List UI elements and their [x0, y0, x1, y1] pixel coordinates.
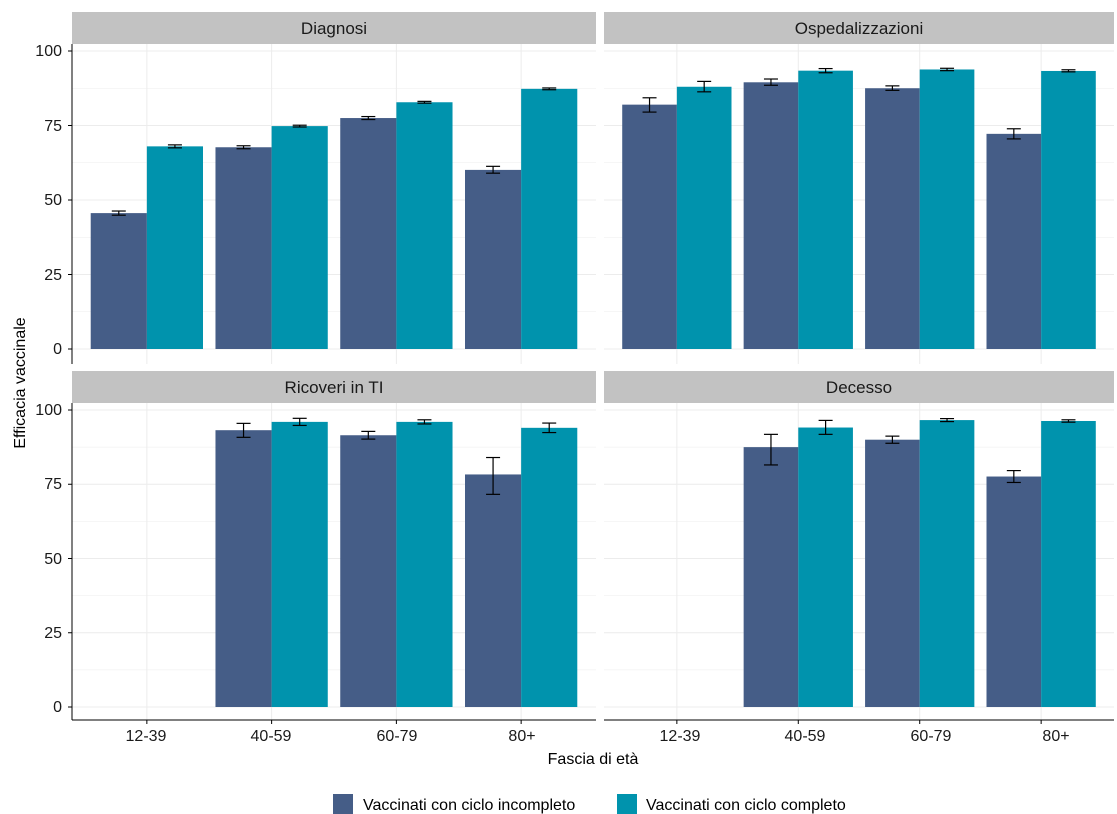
- panel-title-ricoveri-ti: Ricoveri in TI: [285, 378, 384, 397]
- y-tick-label: 75: [44, 476, 62, 493]
- y-tick-label: 75: [44, 118, 62, 135]
- bar: [340, 118, 397, 349]
- bar: [521, 427, 578, 707]
- panel-title-diagnosi: Diagnosi: [301, 19, 367, 38]
- y-tick-label: 100: [35, 402, 62, 419]
- legend-label-completo: Vaccinati con ciclo completo: [646, 797, 846, 814]
- bar: [798, 427, 853, 707]
- bar: [521, 88, 578, 349]
- bar: [396, 421, 453, 707]
- y-tick-label: 25: [44, 267, 62, 284]
- bar: [271, 421, 328, 707]
- bar: [271, 126, 328, 349]
- bar: [986, 133, 1042, 349]
- bar: [90, 213, 147, 349]
- legend-label-incompleto: Vaccinati con ciclo incompleto: [363, 797, 575, 814]
- bar: [676, 86, 732, 349]
- bar: [919, 69, 975, 349]
- bar: [622, 104, 677, 349]
- panel-title-ospedalizzazioni: Ospedalizzazioni: [795, 19, 924, 38]
- panel-strip-decesso: [604, 371, 1114, 403]
- x-tick-label: 80+: [1042, 728, 1069, 745]
- y-tick-label: 0: [53, 699, 62, 716]
- panel-strip-ricoveri-ti: [72, 371, 596, 403]
- x-tick-label: 80+: [508, 728, 535, 745]
- y-tick-label: 0: [53, 341, 62, 358]
- bar: [465, 474, 522, 707]
- x-tick-label: 60-79: [911, 728, 952, 745]
- x-tick-label: 12-39: [660, 728, 701, 745]
- bar: [743, 447, 799, 707]
- y-tick-label: 100: [35, 43, 62, 60]
- bar: [215, 147, 272, 349]
- legend-swatch-incompleto: [333, 794, 353, 814]
- y-axis-title: Efficacia vaccinale: [12, 317, 29, 448]
- bar: [986, 476, 1042, 707]
- y-tick-label: 50: [44, 192, 62, 209]
- bar: [865, 439, 920, 707]
- bar: [396, 102, 453, 349]
- y-tick-label: 50: [44, 551, 62, 568]
- bar: [1041, 70, 1096, 349]
- panel-strip-diagnosi: [72, 12, 596, 44]
- x-tick-label: 40-59: [251, 728, 292, 745]
- x-tick-label: 12-39: [126, 728, 167, 745]
- y-tick-label: 25: [44, 625, 62, 642]
- bar: [1041, 420, 1096, 707]
- bar: [919, 420, 975, 707]
- panel-title-decesso: Decesso: [826, 378, 892, 397]
- bar: [215, 430, 272, 707]
- legend-swatch-completo: [617, 794, 637, 814]
- panel-strip-ospedalizzazioni: [604, 12, 1114, 44]
- x-axis-title: Fascia di età: [548, 751, 639, 768]
- bar: [146, 146, 203, 349]
- x-tick-label: 60-79: [377, 728, 418, 745]
- x-tick-label: 40-59: [785, 728, 826, 745]
- bar: [743, 82, 799, 349]
- chart-marks: [68, 44, 1114, 724]
- bar: [340, 435, 397, 707]
- bar: [798, 70, 853, 349]
- bar: [465, 169, 522, 349]
- bar: [865, 88, 920, 349]
